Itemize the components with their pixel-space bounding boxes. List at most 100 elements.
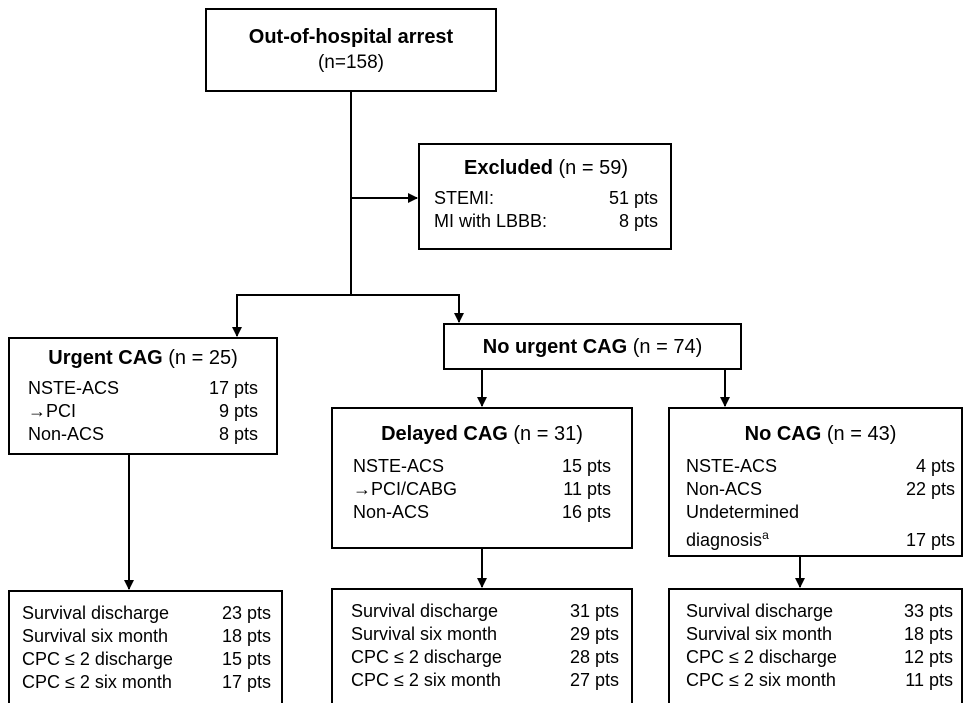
row-label: Non-ACS [686,478,762,501]
row-value: 51 pts [608,188,658,208]
box-count: (n=158) [317,52,385,73]
row-label: NSTE-ACS [353,455,444,478]
row-label: CPC ≤ 2 discharge [686,646,837,669]
row-label-text: →PCI [28,401,77,421]
row-value: 17 pts [208,378,258,398]
row: →PCI/CABG 11 pts [353,478,611,501]
row-label-text: NSTE-ACS [686,456,778,476]
row-label-text: Survival discharge [351,601,499,621]
row: Non-ACS 16 pts [353,501,611,524]
box-count: (n = 25) [168,347,238,369]
row: MI with LBBB: 8 pts [434,210,658,233]
row: CPC ≤ 2 discharge 15 pts [22,648,271,671]
row: NSTE-ACS 4 pts [686,455,955,478]
row-label: CPC ≤ 2 six month [686,669,836,692]
row-label: Survival discharge [351,600,498,623]
box-head: No urgent CAG (n = 74) [445,334,740,360]
box-title: Out-of-hospital arrest [248,26,454,48]
row-label-text: Non-ACS [686,479,763,499]
row-label-text: Survival six month [686,624,833,644]
delayed-box: Delayed CAG (n = 31) NSTE-ACS 15 pts →PCI/… [331,407,633,549]
row-label-text: CPC ≤ 2 six month [22,672,172,692]
row: Undetermined diagnosisa 17 pts [686,501,955,552]
row-label-text: CPC ≤ 2 six month [686,670,836,690]
delayed-outcomes-box: Survival discharge 31 pts Survival six mon… [331,588,633,703]
row-value: 17 pts [905,530,955,550]
row: CPC ≤ 2 discharge 28 pts [351,646,619,669]
row-label-text: NSTE-ACS [353,456,445,476]
no-cag-outcomes-box: Survival discharge 33 pts Survival six mon… [668,588,963,703]
row: CPC ≤ 2 discharge 12 pts [686,646,953,669]
row-label-text: Survival six month [351,624,498,644]
row-label: Survival six month [351,623,497,646]
row-label: Survival discharge [22,602,169,625]
box-head: Urgent CAG (n = 25) [28,345,258,371]
outcome-rows: Survival discharge 23 pts Survival six mon… [22,602,271,694]
row-value: 16 pts [561,502,611,522]
box-rows: NSTE-ACS 4 pts Non-ACS 22 pts Undetermined d… [686,455,955,552]
row-label-text: CPC ≤ 2 discharge [22,649,173,669]
box-head: Excluded (n = 59) [434,155,658,181]
box-count: (n = 59) [558,157,628,179]
box-title: Urgent CAG [48,347,163,369]
urgent-box: Urgent CAG (n = 25) NSTE-ACS 17 pts →PCI 9 … [8,337,278,455]
row: Non-ACS 22 pts [686,478,955,501]
row-value: 29 pts [569,624,619,644]
row-value: 22 pts [905,479,955,499]
row-label-text: STEMI: [434,188,495,208]
row: NSTE-ACS 17 pts [28,377,258,400]
row: Survival six month 29 pts [351,623,619,646]
box-title: No urgent CAG [482,336,628,358]
row: Survival discharge 23 pts [22,602,271,625]
row: Non-ACS 8 pts [28,423,258,446]
row: Survival discharge 31 pts [351,600,619,623]
box-title: Excluded [464,157,553,179]
row-label: Non-ACS [28,423,104,446]
row-label: NSTE-ACS [28,377,119,400]
row-value: 27 pts [569,670,619,690]
box-rows: NSTE-ACS 15 pts →PCI/CABG 11 pts Non-ACS 16 p… [353,455,611,524]
row-label-text: MI with LBBB: [434,211,548,231]
row-value: 11 pts [905,670,953,690]
row-value: 8 pts [218,424,258,444]
row-label-text: CPC ≤ 2 discharge [686,647,837,667]
urgent-outcomes-box: Survival discharge 23 pts Survival six mon… [8,590,283,703]
box-count: (n = 31) [513,423,583,445]
row-label-text: Undetermined diagnosis [686,502,800,550]
row-label-text: Survival discharge [686,601,834,621]
outcome-rows: Survival discharge 33 pts Survival six mon… [686,600,953,692]
row-value: 17 pts [221,672,271,692]
row: →PCI 9 pts [28,400,258,423]
row: Survival discharge 33 pts [686,600,953,623]
row-value: 11 pts [563,479,611,499]
row-label: →PCI/CABG [353,478,457,501]
row-label-text: Survival six month [22,626,169,646]
row-label: Survival discharge [686,600,833,623]
box-count: (n = 74) [632,336,703,358]
row-label: Non-ACS [353,501,429,524]
row-label: CPC ≤ 2 six month [351,669,501,692]
row-label-text: →PCI/CABG [353,479,458,499]
row: NSTE-ACS 15 pts [353,455,611,478]
row-label: CPC ≤ 2 six month [22,671,172,694]
box-title: No CAG [744,423,822,445]
row-value: 33 pts [903,601,953,621]
row-label: CPC ≤ 2 discharge [351,646,502,669]
row-value: 4 pts [915,456,955,476]
row-label-text: Non-ACS [28,424,105,444]
row-value: 9 pts [218,401,258,421]
no-cag-box: No CAG (n = 43) NSTE-ACS 4 pts Non-ACS 22 p… [668,407,963,557]
row-label-text: CPC ≤ 2 six month [351,670,501,690]
box-count: (n = 43) [826,423,897,445]
row: STEMI: 51 pts [434,187,658,210]
outcome-rows: Survival discharge 31 pts Survival six mon… [351,600,619,692]
row-value: 18 pts [903,624,953,644]
root-head: Out-of-hospital arrest [207,24,495,50]
row: CPC ≤ 2 six month 17 pts [22,671,271,694]
excluded-box: Excluded (n = 59) STEMI: 51 pts MI with LB… [418,143,672,250]
box-head: No CAG (n = 43) [686,421,955,447]
row-label-text: Survival discharge [22,603,170,623]
row-value: 28 pts [569,647,619,667]
row-value: 23 pts [221,603,271,623]
